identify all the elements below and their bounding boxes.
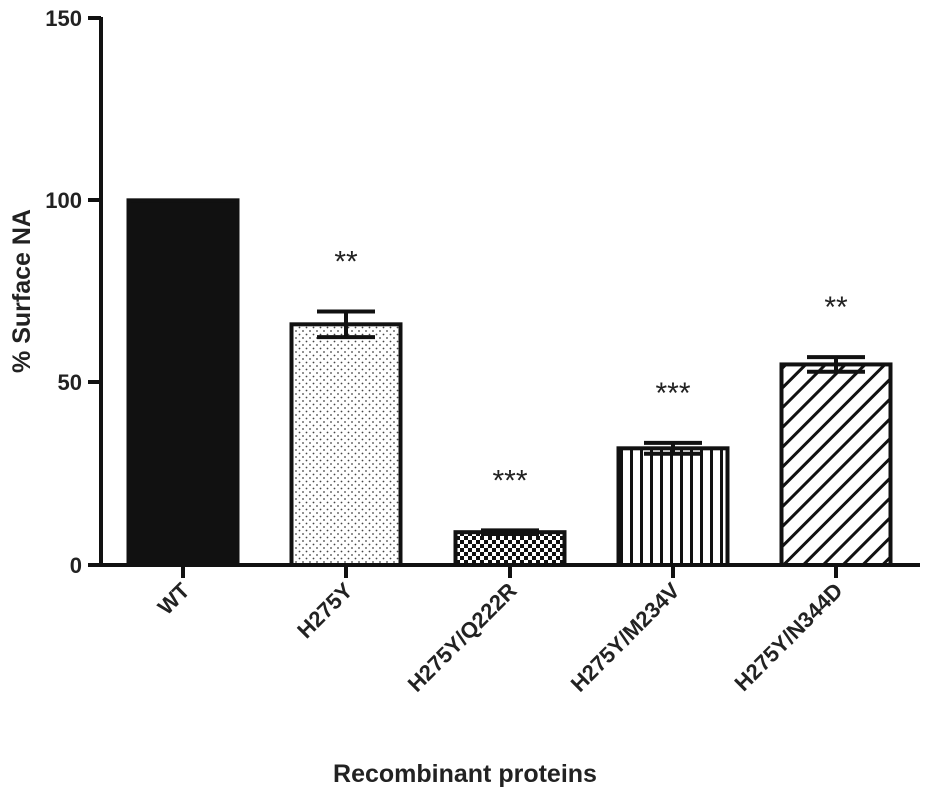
- y-tick-label-50: 50: [58, 370, 82, 395]
- significance-label-2: ***: [492, 464, 527, 497]
- bar-3: [616, 446, 730, 568]
- bar-4: [779, 362, 893, 567]
- significance-label-1: **: [334, 246, 358, 279]
- y-tick-label-0: 0: [70, 553, 82, 578]
- significance-label-4: **: [824, 291, 848, 324]
- x-tick-label-1: H275Y: [292, 578, 357, 643]
- y-tick-label-150: 150: [45, 6, 82, 31]
- x-tick-label-0: WT: [153, 577, 195, 619]
- bar-2: [453, 530, 567, 567]
- significance-label-3: ***: [655, 377, 690, 410]
- y-ticks: 0 50 100 150: [45, 6, 101, 578]
- y-tick-label-100: 100: [45, 188, 82, 213]
- y-axis-title: % Surface NA: [8, 209, 36, 373]
- bars-group: WT ** H275Y *** H275Y/Q222R *** H275Y/M234V ** H…: [126, 198, 893, 697]
- bar-1: [289, 322, 403, 567]
- x-tick-label-2: H275Y/Q222R: [403, 578, 522, 697]
- bar-0: [126, 198, 240, 567]
- x-axis-title: Recombinant proteins: [333, 760, 597, 788]
- x-tick-label-3: H275Y/M234V: [566, 578, 685, 697]
- x-tick-label-4: H275Y/N344D: [730, 578, 848, 696]
